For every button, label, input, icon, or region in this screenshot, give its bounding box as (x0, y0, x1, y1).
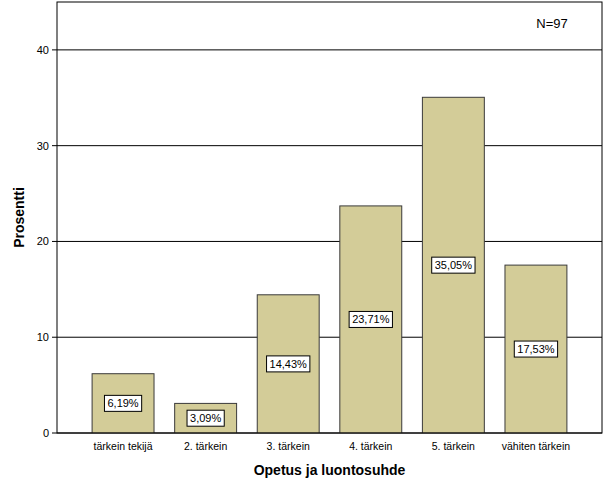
chart-container: 0 10 20 30 40 6,19% 3,09% 14,43% 23,71% 35,05% 17,… (0, 0, 615, 492)
y-tick-label: 30 (37, 140, 49, 152)
plot-background (57, 2, 602, 433)
bar (505, 265, 567, 433)
y-tick (52, 433, 57, 434)
bar (175, 403, 237, 433)
chart-svg: 0 10 20 30 40 6,19% 3,09% 14,43% 23,71% 35,05% 17,… (0, 0, 615, 492)
x-tick-label: vähiten tärkein (502, 440, 570, 452)
y-tick-label: 20 (37, 235, 49, 247)
data-label: 35,05% (435, 259, 473, 271)
plot-frame (57, 2, 602, 433)
data-label-box (432, 257, 475, 273)
y-axis-label: Prosentti (11, 187, 27, 248)
y-tick-label: 0 (43, 427, 49, 439)
data-label: 14,43% (270, 358, 308, 370)
data-label: 3,09% (190, 412, 221, 424)
grid-line (57, 241, 602, 242)
grid-line (57, 49, 602, 50)
y-tick-label: 40 (37, 44, 49, 56)
x-axis-label: Opetus ja luontosuhde (254, 462, 406, 478)
bar (92, 374, 154, 433)
bar (257, 295, 319, 433)
data-label-box (349, 311, 392, 327)
x-tick-label: tärkein tekijä (94, 440, 153, 452)
y-tick (52, 49, 57, 50)
bars (92, 97, 567, 433)
data-label: 6,19% (107, 397, 138, 409)
data-labels: 6,19% 3,09% 14,43% 23,71% 35,05% 17,53% (104, 257, 557, 426)
data-label: 17,53% (517, 343, 555, 355)
x-tick-label: 4. tärkein (349, 440, 392, 452)
bar (340, 206, 402, 433)
annotation: N=97 (536, 16, 567, 31)
x-tick-label: 2. tärkein (184, 440, 227, 452)
grid-line (57, 145, 602, 146)
y-tick (52, 337, 57, 338)
data-label-box (104, 395, 141, 411)
x-tick-label: 3. tärkein (267, 440, 310, 452)
y-tick (52, 241, 57, 242)
y-tick-label: 10 (37, 331, 49, 343)
x-tick-label: 5. tärkein (432, 440, 475, 452)
data-label-box (514, 341, 557, 357)
bar (422, 97, 484, 433)
data-label-box (267, 356, 310, 372)
data-label-box (187, 410, 224, 426)
data-label: 23,71% (352, 313, 390, 325)
y-tick (52, 145, 57, 146)
